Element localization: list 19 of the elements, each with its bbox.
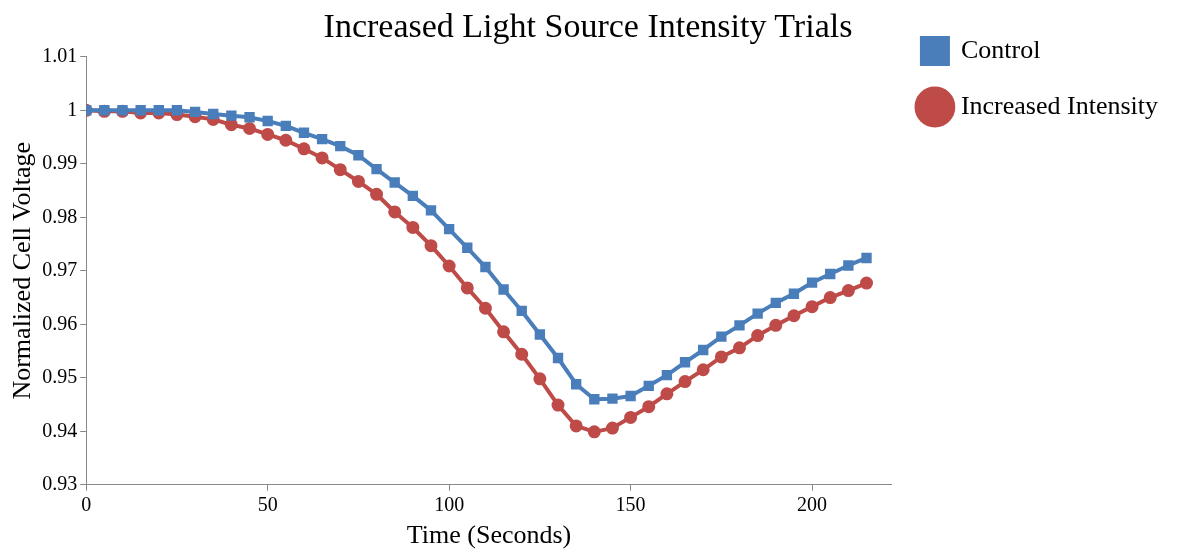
y-tick-label: 0.98 xyxy=(42,204,78,227)
y-tick-label: 1.01 xyxy=(42,44,78,67)
y-tick-label: 0.94 xyxy=(42,418,78,441)
y-tick-label: 1 xyxy=(67,97,78,120)
x-tick-label: 100 xyxy=(434,493,465,516)
y-tick-label: 0.93 xyxy=(42,472,78,495)
chart-title: Increased Light Source Intensity Trials xyxy=(323,7,853,45)
y-tick-label: 0.99 xyxy=(42,151,78,174)
x-tick-label: 50 xyxy=(257,493,278,516)
x-tick-label: 200 xyxy=(797,493,828,516)
x-tick-label: 0 xyxy=(81,493,92,516)
x-axis-title: Time (Seconds) xyxy=(406,520,572,550)
y-tick-label: 0.96 xyxy=(42,311,78,334)
y-axis-title: Normalized Cell Voltage xyxy=(7,142,37,400)
x-tick-label: 150 xyxy=(615,493,646,516)
legend-label: Control xyxy=(960,34,1041,64)
y-tick-label: 0.95 xyxy=(42,365,78,388)
y-tick-label: 0.97 xyxy=(42,258,78,281)
legend-label: Increased Intensity xyxy=(960,90,1159,120)
